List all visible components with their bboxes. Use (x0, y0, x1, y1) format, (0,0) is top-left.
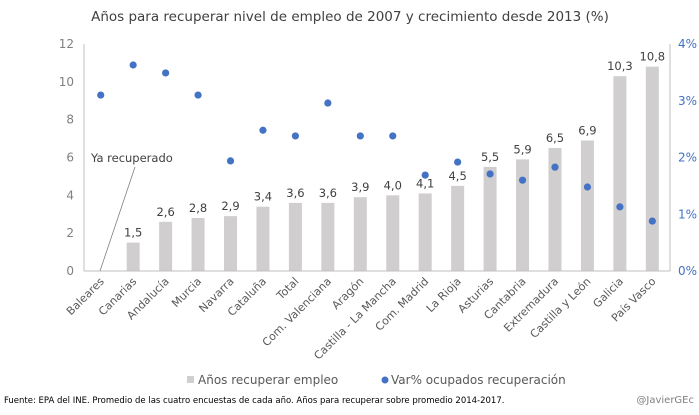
bar (224, 216, 238, 271)
scatter-point (356, 132, 364, 140)
bar (645, 66, 659, 271)
bar-data-label: 4,5 (448, 169, 466, 183)
bar (580, 140, 594, 271)
legend-bar-label: Años recuperar empleo (198, 373, 338, 387)
scatter-point (454, 158, 462, 166)
bar-data-label: 6,9 (578, 123, 596, 137)
bar (321, 202, 335, 271)
bar-data-label: 2,6 (156, 205, 174, 219)
right-tick-label: 1% (678, 207, 697, 221)
bar (386, 195, 400, 271)
scatter-point (259, 126, 267, 134)
legend: Años recuperar empleo Var% ocupados recu… (187, 373, 566, 387)
scatter-point (486, 170, 494, 178)
right-tick-label: 3% (678, 94, 697, 108)
scatter-point (291, 132, 300, 140)
bar-data-label: 6,5 (546, 131, 564, 145)
category-labels: BalearesCanariasAndalucíaMurciaNavarraCa… (64, 275, 659, 363)
left-tick-label: 10 (59, 75, 74, 89)
bar-data-label: 5,9 (513, 142, 531, 156)
right-tick-label: 4% (678, 37, 697, 51)
bar-data-label: 5,5 (481, 150, 499, 164)
right-tick-label: 2% (678, 151, 697, 165)
bar (451, 185, 465, 271)
category-label: Castilla y León (528, 275, 594, 341)
bar-series (126, 66, 659, 272)
legend-dot-swatch (381, 376, 389, 384)
bar (613, 76, 627, 272)
bar-data-label: 10,8 (640, 50, 666, 64)
bar (191, 218, 205, 271)
bar (256, 206, 270, 271)
right-tick-label: 0% (678, 264, 697, 278)
right-axis-ticks: 0% 1% 2% 3% 4% (678, 37, 697, 278)
left-tick-label: 8 (66, 113, 74, 127)
scatter-point (648, 217, 656, 225)
scatter-point (389, 132, 397, 140)
bar-data-label: 3,6 (286, 186, 304, 200)
left-axis-ticks: 0 2 4 6 8 10 12 (59, 37, 74, 278)
left-tick-label: 6 (66, 151, 74, 165)
bar (418, 193, 432, 271)
bar-data-label: 3,9 (351, 180, 369, 194)
scatter-point (194, 91, 202, 99)
bar (548, 148, 562, 271)
bar-data-label: 10,3 (607, 59, 633, 73)
scatter-point (616, 203, 624, 211)
chart-title: Años para recuperar nivel de empleo de 2… (91, 9, 609, 25)
bar (353, 197, 367, 271)
scatter-point (551, 163, 559, 171)
source-note: Fuente: EPA del INE. Promedio de las cua… (4, 396, 504, 406)
scatter-point (583, 183, 592, 191)
scatter-point (324, 99, 332, 107)
scatter-series (97, 61, 656, 225)
category-label: Total (273, 275, 301, 303)
bar-data-label: 2,9 (221, 199, 239, 213)
left-tick-label: 4 (66, 188, 74, 202)
bar (159, 221, 173, 271)
legend-bar-swatch (187, 376, 194, 383)
bar (483, 166, 497, 271)
bar-data-label: 3,4 (254, 190, 272, 204)
bar-data-label: 3,6 (319, 186, 337, 200)
annotation-ya-recuperado: Ya recuperado (90, 151, 173, 165)
scatter-point (226, 157, 235, 165)
left-tick-label: 2 (66, 226, 74, 240)
annotation-leader-line (99, 166, 136, 272)
bar-data-label: 2,8 (189, 201, 207, 215)
bar-data-label: 4,0 (384, 178, 402, 192)
scatter-point (129, 61, 137, 69)
bar (126, 242, 140, 271)
bar (288, 202, 302, 271)
scatter-point (421, 171, 429, 179)
scatter-point (162, 69, 170, 77)
author-credit: @JavierGEc (636, 395, 694, 406)
left-tick-label: 12 (59, 37, 74, 51)
bar (516, 159, 530, 271)
legend-dot-label: Var% ocupados recuperación (391, 373, 566, 387)
bar-data-label: 4,1 (416, 176, 434, 190)
bar-data-labels: 1,5 2,6 2,8 2,9 3,4 3,6 3,6 3,9 4,0 4,1 4,5 5,5 5,9 6… (124, 50, 665, 240)
bar-data-label: 1,5 (124, 226, 142, 240)
scatter-point (518, 176, 527, 184)
left-tick-label: 0 (66, 264, 74, 278)
scatter-point (97, 91, 105, 99)
